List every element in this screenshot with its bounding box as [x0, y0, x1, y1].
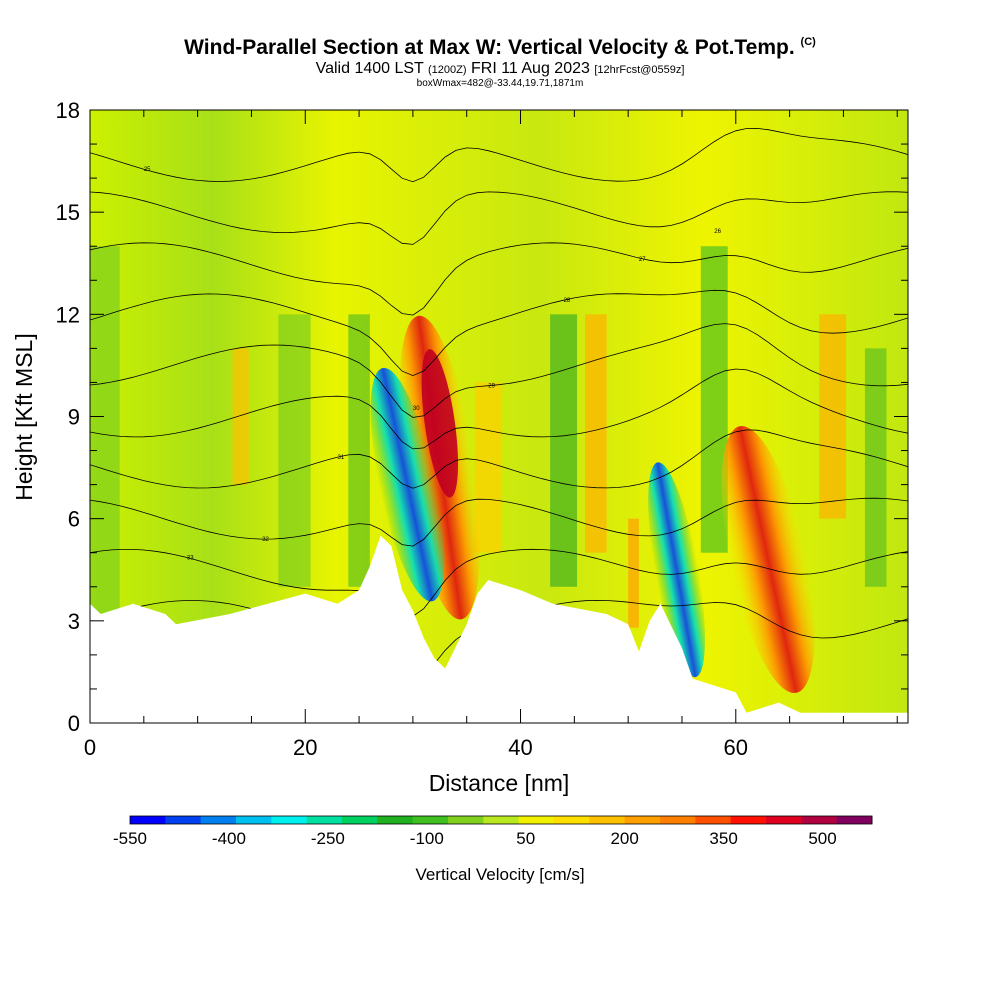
theta-contour [90, 127, 908, 183]
terrain-mask [90, 535, 908, 723]
theta-contour [90, 548, 908, 617]
y-tick-label: 18 [56, 98, 80, 123]
colorbar-title: Vertical Velocity [cm/s] [415, 865, 584, 884]
theta-contour [90, 429, 908, 489]
colorbar-swatch [306, 816, 343, 824]
contour-label: 25 [144, 167, 151, 173]
colorbar-swatch [589, 816, 626, 824]
theta-contour [90, 497, 908, 547]
colorbar-frame [129, 815, 873, 825]
x-tick-label: 20 [293, 735, 317, 760]
velocity-core [721, 426, 815, 694]
contour-label: 26 [714, 229, 721, 235]
colorbar-swatch [130, 816, 166, 824]
y-tick-label: 15 [56, 200, 80, 225]
colorbar-swatch [236, 816, 272, 824]
colorbar-label: -550 [113, 829, 147, 848]
box-info: boxWmax=482@-33.44,19.71,1871m [416, 78, 584, 89]
chart-title: Wind-Parallel Section at Max W: Vertical… [184, 36, 816, 59]
velocity-band [819, 314, 847, 519]
contour-label: 32 [262, 537, 269, 543]
y-tick-label: 6 [68, 507, 80, 532]
theta-contour [90, 191, 908, 245]
contour-label: 27 [639, 257, 646, 263]
theta-contour [90, 323, 908, 418]
velocity-band [628, 518, 639, 628]
contour-label: 31 [338, 455, 345, 461]
colorbar-label: -400 [212, 829, 246, 848]
y-tick-label: 9 [68, 405, 80, 430]
colorbar-swatch [730, 816, 767, 824]
contour-label: 33 [187, 556, 194, 562]
colorbar-swatch [695, 816, 732, 824]
plot-area: 34333231302928272625 [90, 110, 908, 723]
y-tick-label: 0 [68, 711, 80, 736]
y-tick-label: 12 [56, 302, 80, 327]
theta-contour [90, 242, 908, 316]
velocity-core [421, 349, 459, 498]
colorbar-swatch [377, 816, 414, 824]
contour-label: 29 [488, 384, 495, 390]
velocity-band [348, 314, 370, 587]
colorbar-swatch [412, 816, 449, 824]
colorbar-swatch [624, 816, 661, 824]
colorbar-swatch [483, 816, 520, 824]
colorbar-swatch [448, 816, 484, 824]
y-tick-label: 3 [68, 609, 80, 634]
theta-contour [90, 368, 908, 450]
colorbar-swatch [766, 816, 802, 824]
colorbar-label: -100 [410, 829, 444, 848]
velocity-band [90, 246, 120, 621]
contour-label: 28 [564, 298, 571, 304]
colorbar-swatch [836, 816, 873, 824]
chart-subtitle: Valid 1400 LST (1200Z) FRI 11 Aug 2023 [… [315, 60, 685, 77]
colorbar-swatch [801, 816, 838, 824]
theta-contour [90, 289, 908, 377]
colorbar-swatch [200, 816, 237, 824]
x-tick-label: 60 [724, 735, 748, 760]
velocity-core [648, 462, 706, 678]
velocity-band [550, 314, 578, 587]
colorbar-label: 50 [516, 829, 535, 848]
colorbar-swatch [342, 816, 378, 824]
colorbar-label: 200 [610, 829, 638, 848]
y-axis-label: Height [Kft MSL] [11, 333, 37, 500]
x-axis-label: Distance [nm] [429, 770, 570, 796]
colorbar-swatch [271, 816, 308, 824]
velocity-band [864, 348, 887, 587]
velocity-band [232, 348, 249, 485]
colorbar-swatch [165, 816, 202, 824]
colorbar: -550 -400 -250 -100 50 200 350 500 [113, 815, 873, 848]
colorbar-label: 350 [709, 829, 737, 848]
velocity-band [585, 314, 607, 553]
colorbar-label: -250 [311, 829, 345, 848]
colorbar-swatch [554, 816, 590, 824]
colorbar-swatch [660, 816, 696, 824]
colorbar-label: 500 [808, 829, 836, 848]
contour-label: 30 [413, 406, 420, 412]
x-tick-label: 40 [508, 735, 532, 760]
x-tick-label: 0 [84, 735, 96, 760]
colorbar-swatch [518, 816, 555, 824]
velocity-band [278, 314, 311, 587]
